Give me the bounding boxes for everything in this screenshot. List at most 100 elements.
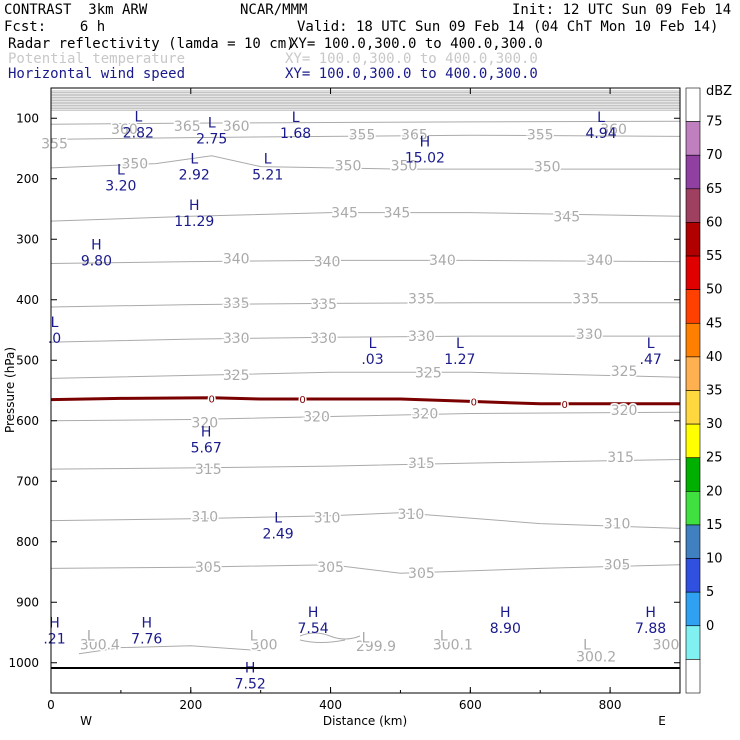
theta-label: 355 (349, 128, 376, 144)
colorbar-label: 35 (706, 384, 723, 399)
colorbar-swatch (685, 491, 701, 526)
wind-extremum-type: H (500, 605, 511, 621)
wind-extremum-type: H (645, 605, 656, 621)
colorbar-swatch (685, 322, 701, 358)
colorbar-label: 70 (706, 148, 723, 163)
theta-label: 315 (607, 450, 634, 466)
theta-label: 310 (604, 517, 631, 533)
colorbar-label: 45 (706, 316, 723, 331)
colorbar-swatch (685, 222, 701, 257)
theta-label: 350 (534, 160, 561, 176)
wind-extremum-type: H (49, 616, 60, 632)
field-reflectivity-xy: XY= 100.0,300.0 to 400.0,300.0 (290, 36, 543, 52)
theta-contour-300 (78, 645, 261, 655)
wind-extremum-value: 11.29 (174, 214, 214, 230)
y-axis-label: Pressure (hPa) (3, 347, 17, 433)
wind-extremum-type: H (189, 198, 200, 214)
wind-extremum-value: 8.90 (490, 621, 521, 637)
theta-contour-345 (50, 212, 681, 222)
theta-label: L (362, 630, 370, 646)
wind-extremum-value: 1.27 (444, 352, 475, 368)
theta-label: 310 (191, 509, 218, 525)
theta-label: 305 (408, 566, 435, 582)
wind-extremum-value: 7.52 (235, 676, 266, 692)
theta-label: 330 (223, 331, 250, 347)
theta-label: 300 (251, 638, 278, 654)
wind-extremum-value: 3.20 (105, 179, 136, 195)
theta-label: 299.9 (356, 639, 396, 655)
wind-extremum-value: 9.80 (81, 254, 112, 270)
theta-label: 340 (429, 253, 456, 269)
theta-label: 300 (653, 638, 680, 654)
colorbar-swatch (685, 625, 701, 660)
x-axis-label: Distance (km) (323, 714, 407, 728)
axes: 0 200 400 600 800 100 200 300 400 500 600 700 800 900… (8, 88, 681, 712)
theta-label: L (87, 629, 95, 645)
y-tick-label: 800 (16, 535, 39, 549)
y-tick-label: 700 (16, 474, 39, 488)
colorbar-label: 40 (706, 350, 723, 365)
wind-extremum-value: 7.76 (131, 632, 162, 648)
theta-contour-335 (50, 302, 680, 308)
wind-extremum-type: L (369, 336, 377, 352)
field-wind-name: Horizontal wind speed (8, 66, 186, 82)
colorbar-swatch (685, 188, 701, 223)
theta-label: L (250, 629, 258, 645)
reflectivity-label: 0 (561, 400, 567, 411)
wind-extremum-type: L (208, 115, 216, 131)
wind-extremum-type: H (420, 135, 431, 151)
y-tick-label: 200 (16, 172, 39, 186)
colorbar-label: 10 (706, 552, 723, 567)
theta-label: 320 (611, 403, 638, 419)
wind-extremum-value: 4.94 (585, 126, 616, 142)
colorbar-label: 15 (706, 518, 723, 533)
theta-label: 335 (223, 296, 250, 312)
theta-contour-340 (50, 259, 681, 264)
wind-extremum-type: H (141, 616, 152, 632)
theta-label: 305 (195, 560, 222, 576)
theta-contour-325 (50, 371, 681, 379)
theta-label: 340 (223, 252, 250, 268)
wind-extremum-value: .21 (43, 632, 65, 648)
wind-extremum-value: 1.68 (280, 126, 311, 142)
theta-label: 310 (398, 507, 425, 523)
y-tick-label: 900 (16, 595, 39, 609)
org-label: NCAR/MMM (240, 2, 308, 18)
theta-label: 335 (310, 297, 337, 313)
colorbar-label: 20 (706, 484, 723, 499)
theta-label: 360 (111, 122, 138, 138)
wind-extremum-value: 15.02 (405, 151, 445, 167)
wind-extremum-value: 7.54 (297, 621, 328, 637)
x-tick-label: 800 (599, 698, 622, 712)
theta-label: 350 (391, 158, 418, 174)
reflectivity-label: 0 (471, 397, 477, 408)
west-label: W (80, 714, 92, 728)
wind-extremum-type: H (91, 238, 102, 254)
reflectivity-contour: 0 0 0 0 (50, 393, 680, 412)
theta-labels: 360 365 360 355 355 365 355 360 350 350 350 350 345 3… (40, 118, 681, 668)
theta-label: 320 (303, 410, 330, 426)
wind-extremum-value: 2.92 (179, 168, 210, 184)
x-tick-label: 0 (47, 698, 55, 712)
theta-contour-315 (50, 459, 681, 470)
y-tick-label: 300 (16, 232, 39, 246)
east-label: E (658, 714, 666, 728)
colorbar-label: 25 (706, 451, 723, 466)
field-reflectivity-name: Radar reflectivity (lamda = 10 cm) (8, 36, 295, 52)
theta-contour-350 (50, 155, 680, 170)
wind-extremum-type: L (456, 336, 464, 352)
theta-label: 365 (401, 128, 428, 144)
theta-label: 330 (576, 327, 603, 343)
colorbar-swatch (685, 390, 701, 425)
x-tick-label: 200 (179, 698, 202, 712)
theta-label: 325 (223, 368, 250, 384)
plot-frame (50, 87, 681, 694)
theta-contour-320 (50, 411, 681, 422)
wind-extremum-type: L (51, 315, 59, 331)
colorbar-swatch (685, 423, 701, 459)
colorbar-swatch (685, 121, 701, 156)
colorbar-label: 55 (706, 249, 723, 264)
theta-label: 305 (317, 560, 344, 576)
wind-extremum-type: L (190, 152, 198, 168)
